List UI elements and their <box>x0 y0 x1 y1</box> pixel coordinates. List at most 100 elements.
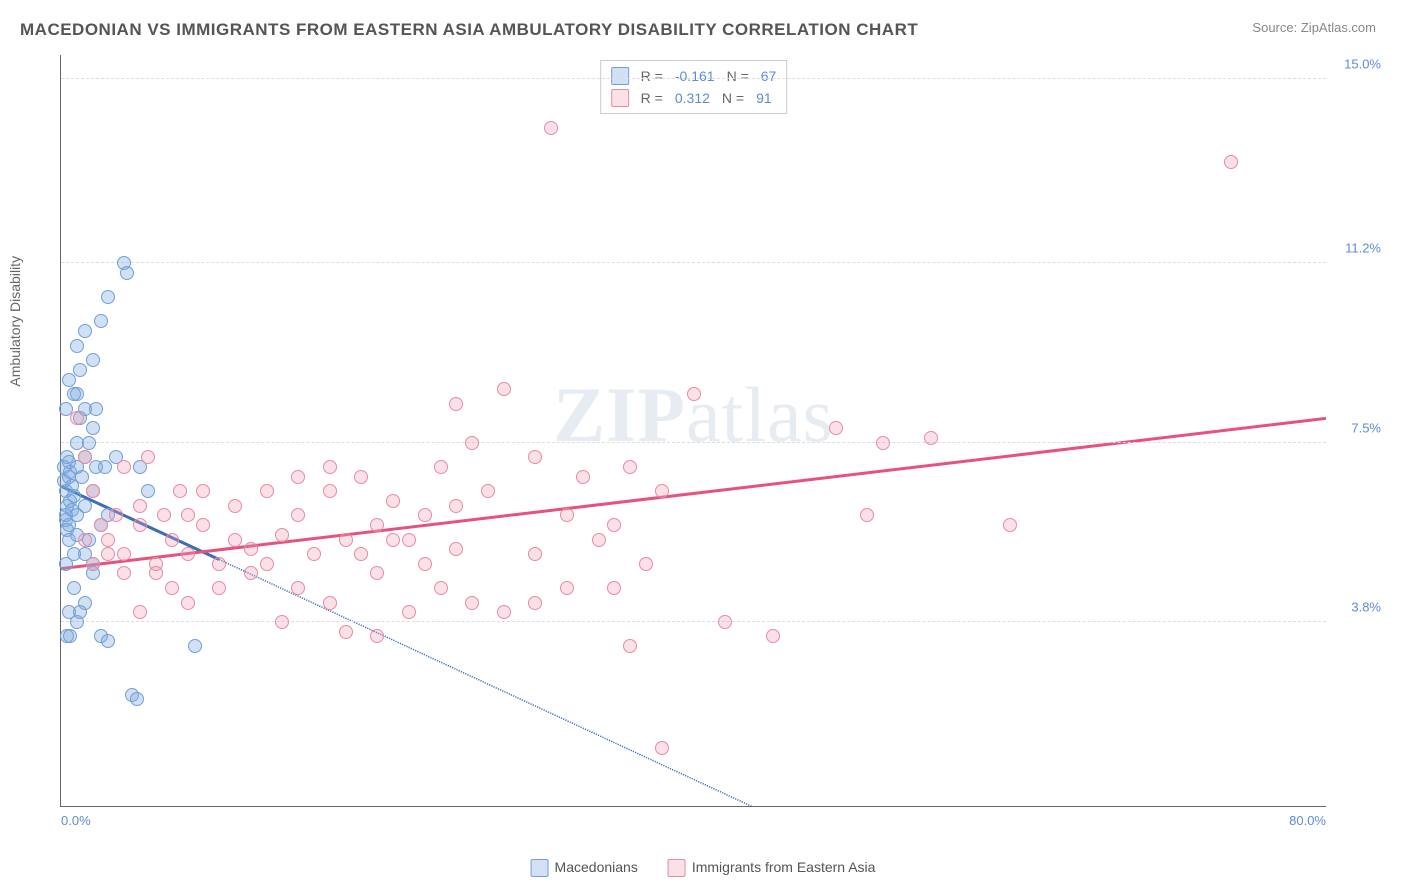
data-point-immigrants_eastern_asia <box>291 470 305 484</box>
plot-area: ZIPatlas R =-0.161N =67R =0.312N =91 3.8… <box>60 55 1326 807</box>
data-point-immigrants_eastern_asia <box>165 533 179 547</box>
data-point-immigrants_eastern_asia <box>141 450 155 464</box>
data-point-immigrants_eastern_asia <box>181 508 195 522</box>
data-point-immigrants_eastern_asia <box>354 470 368 484</box>
data-point-immigrants_eastern_asia <box>402 605 416 619</box>
data-point-immigrants_eastern_asia <box>623 639 637 653</box>
data-point-immigrants_eastern_asia <box>78 533 92 547</box>
data-point-immigrants_eastern_asia <box>157 508 171 522</box>
data-point-immigrants_eastern_asia <box>449 499 463 513</box>
data-point-immigrants_eastern_asia <box>260 484 274 498</box>
r-label: R = <box>641 90 663 106</box>
data-point-immigrants_eastern_asia <box>109 508 123 522</box>
data-point-immigrants_eastern_asia <box>465 596 479 610</box>
source-link[interactable]: ZipAtlas.com <box>1301 20 1376 35</box>
n-label: N = <box>722 90 744 106</box>
data-point-immigrants_eastern_asia <box>165 581 179 595</box>
legend-item-macedonians: Macedonians <box>531 859 638 877</box>
watermark: ZIPatlas <box>553 370 834 460</box>
data-point-immigrants_eastern_asia <box>323 460 337 474</box>
data-point-immigrants_eastern_asia <box>528 596 542 610</box>
gridline <box>61 621 1326 622</box>
data-point-immigrants_eastern_asia <box>228 499 242 513</box>
data-point-immigrants_eastern_asia <box>592 533 606 547</box>
y-tick-label: 11.2% <box>1345 241 1381 256</box>
data-point-macedonians <box>130 692 144 706</box>
data-point-immigrants_eastern_asia <box>70 411 84 425</box>
data-point-macedonians <box>73 605 87 619</box>
data-point-macedonians <box>101 634 115 648</box>
data-point-immigrants_eastern_asia <box>655 741 669 755</box>
data-point-immigrants_eastern_asia <box>181 596 195 610</box>
legend-swatch <box>611 89 629 107</box>
data-point-immigrants_eastern_asia <box>228 533 242 547</box>
data-point-immigrants_eastern_asia <box>924 431 938 445</box>
data-point-immigrants_eastern_asia <box>101 533 115 547</box>
data-point-macedonians <box>141 484 155 498</box>
y-tick-label: 3.8% <box>1351 599 1381 614</box>
data-point-immigrants_eastern_asia <box>370 629 384 643</box>
data-point-immigrants_eastern_asia <box>339 625 353 639</box>
data-point-immigrants_eastern_asia <box>117 547 131 561</box>
data-point-macedonians <box>120 266 134 280</box>
data-point-macedonians <box>94 314 108 328</box>
data-point-immigrants_eastern_asia <box>497 605 511 619</box>
data-point-immigrants_eastern_asia <box>1224 155 1238 169</box>
data-point-immigrants_eastern_asia <box>560 508 574 522</box>
legend-row-macedonians: R =-0.161N =67 <box>611 65 777 87</box>
data-point-immigrants_eastern_asia <box>260 557 274 571</box>
regression-lines <box>61 55 1326 806</box>
legend-swatch <box>531 859 549 877</box>
data-point-immigrants_eastern_asia <box>528 547 542 561</box>
data-point-immigrants_eastern_asia <box>402 533 416 547</box>
data-point-immigrants_eastern_asia <box>386 533 400 547</box>
x-tick-label: 0.0% <box>61 813 91 828</box>
data-point-immigrants_eastern_asia <box>766 629 780 643</box>
data-point-immigrants_eastern_asia <box>78 450 92 464</box>
data-point-immigrants_eastern_asia <box>307 547 321 561</box>
data-point-immigrants_eastern_asia <box>718 615 732 629</box>
legend-swatch <box>611 67 629 85</box>
data-point-immigrants_eastern_asia <box>560 581 574 595</box>
data-point-immigrants_eastern_asia <box>212 581 226 595</box>
data-point-immigrants_eastern_asia <box>1003 518 1017 532</box>
gridline <box>61 78 1326 79</box>
data-point-macedonians <box>73 363 87 377</box>
data-point-macedonians <box>67 581 81 595</box>
chart-title: MACEDONIAN VS IMMIGRANTS FROM EASTERN AS… <box>20 20 918 40</box>
source-attribution: Source: ZipAtlas.com <box>1252 20 1376 35</box>
data-point-immigrants_eastern_asia <box>86 484 100 498</box>
data-point-macedonians <box>63 629 77 643</box>
data-point-immigrants_eastern_asia <box>133 518 147 532</box>
data-point-immigrants_eastern_asia <box>434 581 448 595</box>
chart-container: Ambulatory Disability ZIPatlas R =-0.161… <box>50 55 1386 832</box>
data-point-immigrants_eastern_asia <box>418 557 432 571</box>
data-point-immigrants_eastern_asia <box>323 596 337 610</box>
data-point-immigrants_eastern_asia <box>876 436 890 450</box>
data-point-immigrants_eastern_asia <box>86 557 100 571</box>
data-point-macedonians <box>89 402 103 416</box>
n-label: N = <box>727 68 749 84</box>
data-point-macedonians <box>86 353 100 367</box>
data-point-immigrants_eastern_asia <box>339 533 353 547</box>
data-point-immigrants_eastern_asia <box>860 508 874 522</box>
data-point-macedonians <box>62 373 76 387</box>
data-point-immigrants_eastern_asia <box>94 518 108 532</box>
data-point-immigrants_eastern_asia <box>275 615 289 629</box>
data-point-immigrants_eastern_asia <box>481 484 495 498</box>
data-point-macedonians <box>78 324 92 338</box>
data-point-immigrants_eastern_asia <box>244 566 258 580</box>
gridline <box>61 262 1326 263</box>
data-point-macedonians <box>188 639 202 653</box>
data-point-immigrants_eastern_asia <box>117 460 131 474</box>
legend-swatch <box>668 859 686 877</box>
data-point-macedonians <box>67 387 81 401</box>
data-point-macedonians <box>57 474 71 488</box>
data-point-immigrants_eastern_asia <box>212 557 226 571</box>
data-point-immigrants_eastern_asia <box>639 557 653 571</box>
data-point-macedonians <box>82 436 96 450</box>
y-tick-label: 15.0% <box>1344 57 1381 72</box>
source-label: Source: <box>1252 20 1297 35</box>
y-axis-label: Ambulatory Disability <box>7 255 23 386</box>
r-label: R = <box>641 68 663 84</box>
